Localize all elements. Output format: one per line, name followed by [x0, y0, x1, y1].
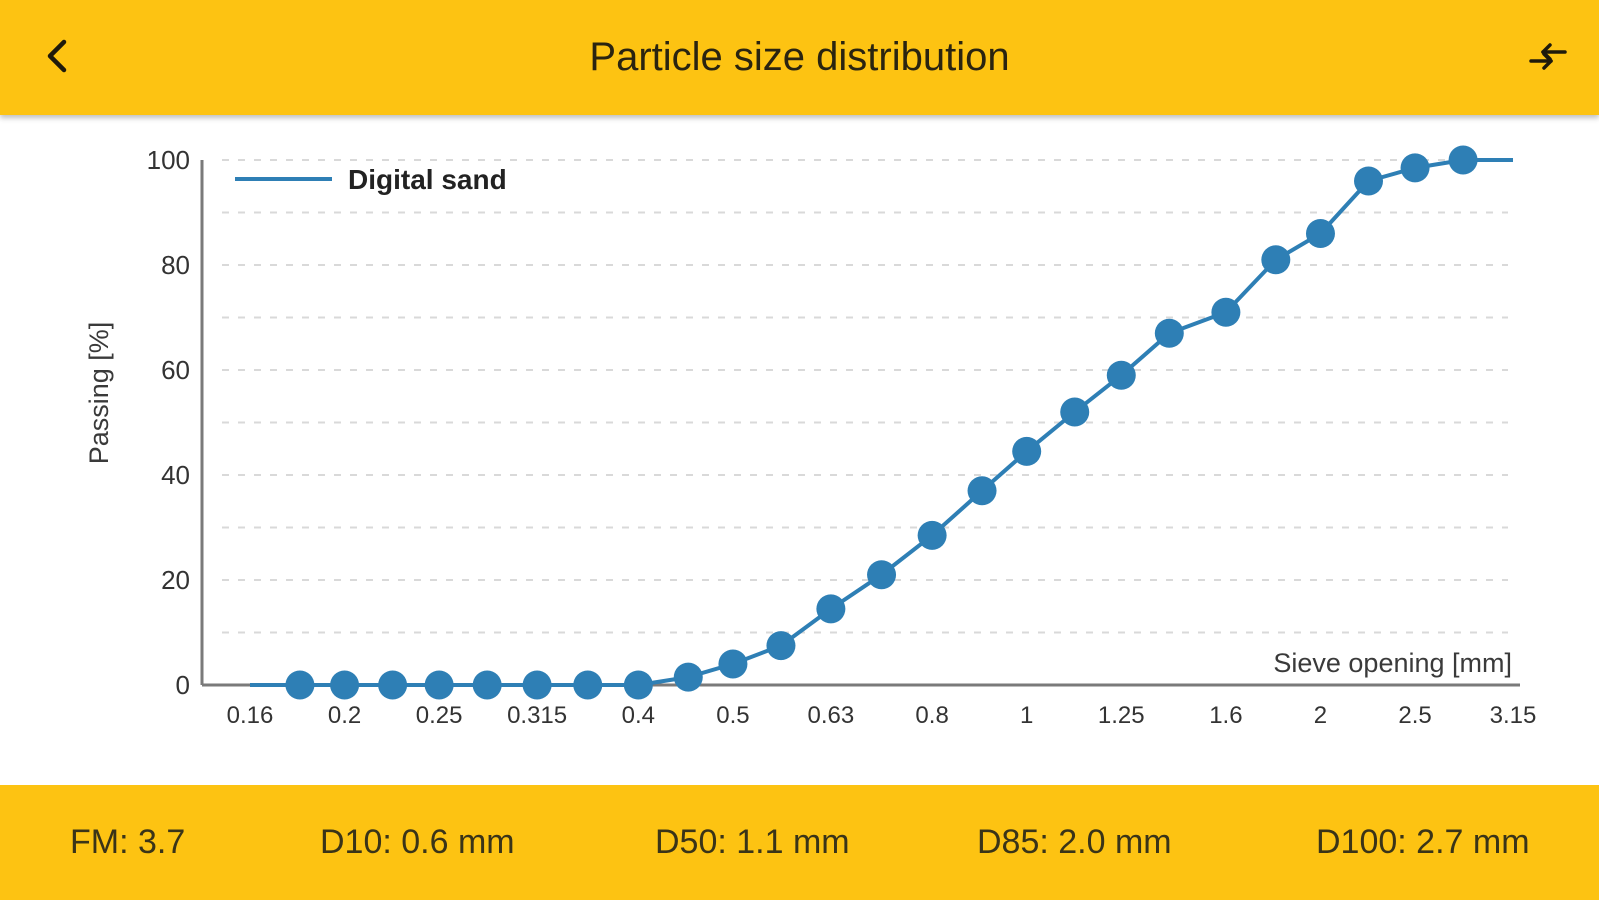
data-point	[623, 670, 653, 700]
x-tick-label: 0.315	[507, 702, 567, 729]
x-tick-label: 0.4	[622, 702, 655, 729]
data-point	[917, 520, 947, 550]
x-tick-label: 0.2	[328, 702, 361, 729]
data-point	[967, 476, 997, 506]
x-tick-label: 1	[1020, 702, 1033, 729]
x-axis-label: Sieve opening [mm]	[1273, 648, 1512, 678]
data-point	[1261, 245, 1291, 275]
y-tick-label: 20	[161, 565, 190, 595]
x-tick-label: 0.16	[227, 702, 274, 729]
x-tick-label: 3.15	[1490, 702, 1537, 729]
legend-label: Digital sand	[348, 164, 507, 195]
stat-d50: D50: 1.1 mm	[655, 823, 850, 861]
stat-d85: D85: 2.0 mm	[977, 823, 1172, 861]
data-point	[766, 631, 796, 661]
data-point	[1354, 166, 1384, 196]
data-point	[472, 670, 502, 700]
y-tick-label: 60	[161, 355, 190, 385]
data-point	[1400, 153, 1430, 183]
data-point	[285, 670, 315, 700]
swap-arrows-icon	[1525, 38, 1569, 82]
data-point	[378, 670, 408, 700]
chevron-left-icon	[38, 36, 78, 80]
grid-lines	[222, 159, 1508, 634]
swap-view-button[interactable]	[1517, 30, 1577, 90]
app-header: Particle size distribution	[0, 0, 1599, 115]
data-point	[1305, 219, 1335, 248]
x-tick-label: 0.5	[716, 702, 749, 729]
x-tick-label: 2.5	[1398, 702, 1431, 729]
y-tick-label: 100	[147, 145, 190, 175]
data-point	[330, 670, 360, 700]
stat-d100: D100: 2.7 mm	[1316, 823, 1530, 861]
y-axis-label: Passing [%]	[84, 322, 114, 465]
x-tick-label: 2	[1314, 702, 1327, 729]
data-point	[424, 670, 454, 700]
stat-d10: D10: 0.6 mm	[320, 823, 515, 861]
back-button[interactable]	[28, 28, 88, 88]
data-point	[1012, 436, 1042, 466]
page-title: Particle size distribution	[589, 35, 1010, 79]
data-point	[1154, 318, 1184, 348]
y-tick-label: 40	[161, 460, 190, 490]
x-tick-label: 0.63	[808, 702, 855, 729]
y-tick-label: 0	[176, 670, 190, 700]
x-tick-label: 1.6	[1209, 702, 1242, 729]
data-point	[573, 670, 603, 700]
data-point	[816, 594, 846, 624]
data-point	[1448, 145, 1478, 175]
data-point	[1211, 297, 1241, 327]
x-tick-label: 0.8	[915, 702, 948, 729]
x-tick-label: 1.25	[1098, 702, 1145, 729]
stat-fm: FM: 3.7	[70, 823, 186, 861]
legend: Digital sand	[235, 164, 507, 195]
data-point	[1106, 360, 1136, 390]
x-tick-labels: 0.16 0.2 0.25 0.315 0.4 0.5 0.63 0.8 1 1.25 1.6 2 2.…	[227, 702, 1537, 729]
data-point	[673, 662, 703, 692]
data-point	[867, 560, 897, 590]
stats-bar: FM: 3.7 D10: 0.6 mm D50: 1.1 mm D85: 2.0…	[0, 785, 1599, 900]
y-tick-label: 80	[161, 250, 190, 280]
data-point	[522, 670, 552, 700]
data-point	[718, 649, 748, 679]
x-tick-label: 0.25	[416, 702, 463, 729]
data-series	[250, 145, 1513, 700]
y-tick-labels: 0 20 40 60 80 100	[147, 145, 190, 700]
data-point	[1060, 397, 1090, 427]
